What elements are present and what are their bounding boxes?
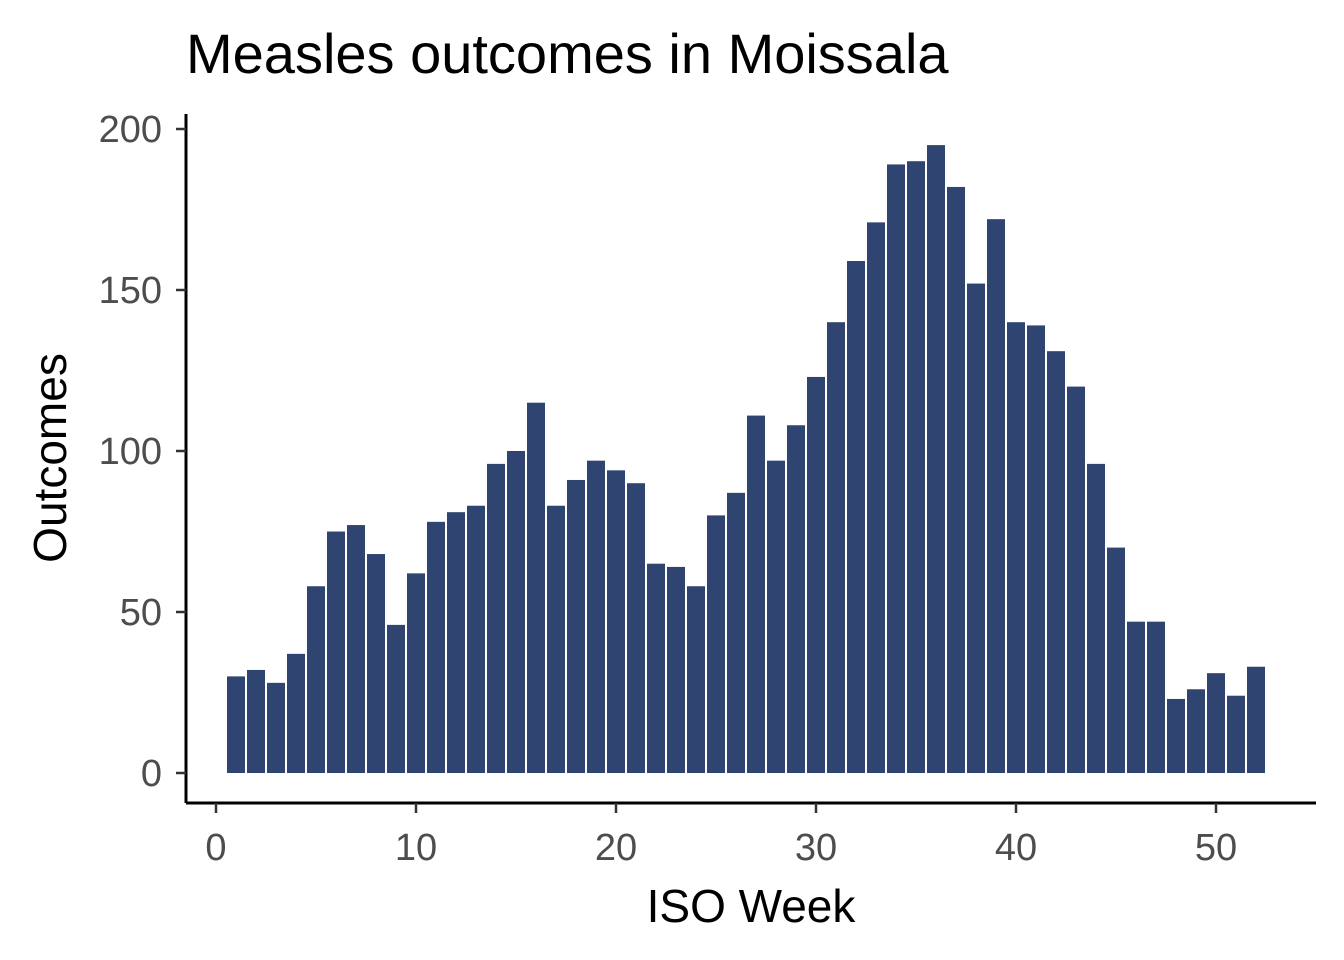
bar-week-10	[407, 573, 425, 773]
bar-week-37	[947, 186, 965, 773]
bar-week-46	[1127, 621, 1145, 773]
bar-week-34	[887, 164, 905, 774]
bar-week-33	[867, 222, 885, 773]
bar-week-52	[1247, 666, 1265, 773]
x-axis-title: ISO Week	[647, 880, 857, 932]
bar-week-38	[967, 283, 985, 773]
bar-week-9	[387, 624, 405, 773]
x-tick-label: 10	[395, 827, 437, 869]
bar-week-23	[667, 566, 685, 773]
bar-week-13	[467, 505, 485, 773]
bar-week-31	[827, 322, 845, 773]
bar-week-24	[687, 586, 705, 773]
x-tick-label: 20	[595, 827, 637, 869]
bar-week-44	[1087, 463, 1105, 773]
bar-week-29	[787, 425, 805, 773]
bar-week-28	[767, 460, 785, 773]
bar-week-25	[707, 515, 725, 773]
bar-week-35	[907, 161, 925, 773]
x-tick-label: 0	[205, 827, 226, 869]
bar-week-43	[1067, 386, 1085, 773]
bar-week-21	[627, 483, 645, 773]
bar-week-32	[847, 261, 865, 773]
bar-week-8	[367, 554, 385, 773]
bar-week-20	[607, 470, 625, 773]
bar-week-5	[307, 586, 325, 773]
bar-week-51	[1227, 695, 1245, 773]
bar-week-39	[987, 219, 1005, 773]
y-tick-label: 150	[99, 270, 162, 312]
bar-week-16	[527, 402, 545, 773]
bars-group	[227, 145, 1265, 774]
bar-week-17	[547, 505, 565, 773]
bar-week-48	[1167, 698, 1185, 773]
bar-week-18	[567, 479, 585, 773]
bar-week-41	[1027, 325, 1045, 773]
bar-week-47	[1147, 621, 1165, 773]
bar-week-30	[807, 376, 825, 773]
bar-week-40	[1007, 322, 1025, 773]
bar-week-3	[267, 682, 285, 773]
x-tick-label: 50	[1195, 827, 1237, 869]
y-axis-title: Outcomes	[24, 353, 76, 563]
y-tick-label: 200	[99, 109, 162, 151]
bar-week-6	[327, 531, 345, 773]
bar-week-1	[227, 676, 245, 773]
bar-week-42	[1047, 351, 1065, 773]
bar-week-50	[1207, 673, 1225, 773]
bar-week-14	[487, 463, 505, 773]
y-tick-label: 100	[99, 431, 162, 473]
bar-week-45	[1107, 547, 1125, 773]
x-ticks-group: 0 10 20 30 40 50	[205, 803, 1237, 869]
bar-week-2	[247, 669, 265, 773]
bar-week-22	[647, 563, 665, 773]
bar-week-49	[1187, 689, 1205, 773]
x-tick-label: 40	[995, 827, 1037, 869]
bar-week-12	[447, 512, 465, 773]
chart-title: Measles outcomes in Moissala	[186, 22, 949, 85]
bar-week-11	[427, 521, 445, 773]
x-tick-label: 30	[795, 827, 837, 869]
bar-week-15	[507, 451, 525, 773]
y-tick-label: 50	[120, 592, 162, 634]
y-tick-label: 0	[141, 753, 162, 795]
bar-week-4	[287, 653, 305, 773]
bar-week-36	[927, 145, 945, 774]
bar-week-27	[747, 415, 765, 773]
bar-week-19	[587, 460, 605, 773]
bar-week-7	[347, 525, 365, 773]
y-ticks-group: 0 50 100 150 200	[99, 109, 186, 795]
bar-week-26	[727, 492, 745, 773]
